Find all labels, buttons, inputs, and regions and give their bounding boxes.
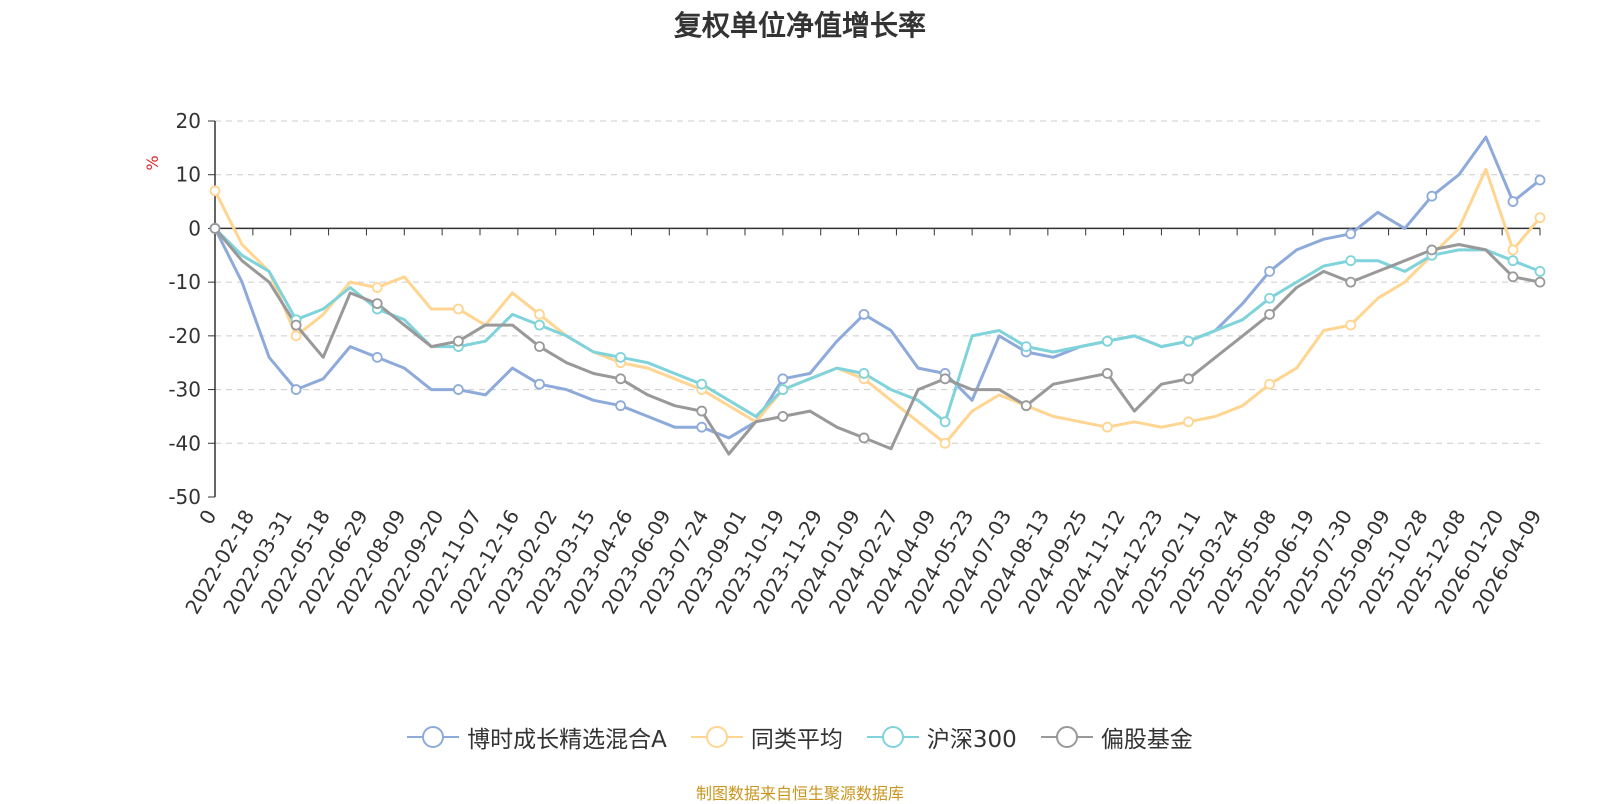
data-point-peer_avg[interactable] bbox=[452, 303, 464, 315]
data-point-csi300[interactable] bbox=[858, 368, 870, 379]
y-axis-label: % bbox=[143, 155, 162, 170]
y-tick-label: 20 bbox=[176, 109, 201, 133]
data-point-peer_avg[interactable] bbox=[209, 185, 221, 197]
data-point-csi300[interactable] bbox=[534, 319, 545, 331]
legend-item-csi300[interactable]: 沪深300 bbox=[866, 720, 1017, 754]
legend-label-equity-fund: 偏股基金 bbox=[1100, 727, 1193, 753]
data-point-peer_avg[interactable] bbox=[1507, 244, 1519, 256]
legend-label-fund: 博时成长精选混合A bbox=[467, 727, 667, 753]
data-point-fund[interactable] bbox=[696, 421, 708, 433]
data-point-peer_avg[interactable] bbox=[1534, 212, 1546, 224]
data-point-equity_fund[interactable] bbox=[615, 373, 627, 385]
y-tick-label: -30 bbox=[168, 378, 201, 402]
series-line-csi300 bbox=[213, 227, 1541, 424]
series-line-equity_fund bbox=[213, 227, 1541, 456]
legend-item-fund[interactable]: 博时成长精选混合A bbox=[407, 720, 667, 754]
data-point-peer_avg[interactable] bbox=[939, 437, 951, 449]
data-point-csi300[interactable] bbox=[1020, 341, 1032, 353]
data-point-equity_fund[interactable] bbox=[939, 373, 951, 385]
legend-item-equity-fund[interactable]: 偏股基金 bbox=[1040, 720, 1193, 754]
legend-item-peer-average[interactable]: 同类平均 bbox=[690, 720, 843, 754]
data-point-equity_fund[interactable] bbox=[209, 223, 221, 234]
data-point-fund[interactable] bbox=[615, 400, 627, 412]
y-tick-label: -40 bbox=[168, 431, 201, 455]
data-point-peer_avg[interactable] bbox=[1183, 416, 1194, 428]
data-point-fund[interactable] bbox=[1264, 265, 1275, 277]
series-line-peer_avg bbox=[213, 167, 1542, 445]
data-point-fund[interactable] bbox=[1507, 196, 1519, 207]
grid-lines bbox=[215, 120, 1540, 444]
legend-marker-fund bbox=[407, 726, 460, 748]
data-point-equity_fund[interactable] bbox=[1264, 308, 1275, 320]
data-point-equity_fund[interactable] bbox=[1020, 400, 1032, 412]
data-point-fund[interactable] bbox=[1534, 174, 1546, 186]
series-markers bbox=[209, 174, 1546, 449]
data-point-csi300[interactable] bbox=[696, 378, 708, 390]
data-point-equity_fund[interactable] bbox=[696, 405, 708, 417]
data-point-csi300[interactable] bbox=[615, 351, 627, 363]
data-point-equity_fund[interactable] bbox=[290, 319, 302, 331]
data-point-peer_avg[interactable] bbox=[1264, 378, 1275, 390]
legend-marker-csi300 bbox=[866, 726, 919, 748]
axes bbox=[208, 120, 1541, 498]
data-point-equity_fund[interactable] bbox=[452, 335, 464, 347]
data-point-csi300[interactable] bbox=[1507, 255, 1519, 267]
series-line-fund bbox=[213, 135, 1541, 440]
tick-labels: 20100-10-20-30-40-50%02022-02-182022-03-… bbox=[143, 109, 1546, 618]
data-point-fund[interactable] bbox=[452, 384, 464, 395]
data-point-csi300[interactable] bbox=[939, 416, 951, 428]
data-point-equity_fund[interactable] bbox=[1534, 276, 1546, 288]
y-tick-label: 0 bbox=[188, 216, 201, 240]
y-tick-label: 10 bbox=[176, 163, 201, 187]
data-point-equity_fund[interactable] bbox=[777, 411, 789, 422]
y-tick-label: -20 bbox=[168, 324, 201, 348]
legend: 博时成长精选混合A 同类平均 沪深300 偏股基金 bbox=[0, 720, 1600, 754]
data-point-fund[interactable] bbox=[1345, 228, 1357, 240]
data-point-csi300[interactable] bbox=[1345, 255, 1357, 267]
data-point-csi300[interactable] bbox=[1183, 335, 1194, 347]
data-point-csi300[interactable] bbox=[1534, 265, 1546, 277]
data-point-peer_avg[interactable] bbox=[1101, 421, 1113, 433]
data-point-peer_avg[interactable] bbox=[534, 308, 545, 320]
legend-label-csi300: 沪深300 bbox=[926, 727, 1017, 753]
data-point-equity_fund[interactable] bbox=[858, 432, 870, 444]
line-chart: 20100-10-20-30-40-50%02022-02-182022-03-… bbox=[143, 109, 1546, 618]
legend-marker-equity-fund bbox=[1040, 726, 1093, 748]
chart-title: 复权单位净值增长率 bbox=[673, 9, 926, 42]
data-point-equity_fund[interactable] bbox=[1183, 373, 1194, 385]
data-point-equity_fund[interactable] bbox=[371, 298, 383, 310]
data-point-equity_fund[interactable] bbox=[1426, 244, 1438, 256]
data-point-peer_avg[interactable] bbox=[1345, 319, 1357, 331]
data-point-equity_fund[interactable] bbox=[534, 341, 545, 353]
source-note: 制图数据来自恒生聚源数据库 bbox=[695, 784, 904, 803]
y-tick-label: -10 bbox=[168, 270, 201, 294]
data-point-csi300[interactable] bbox=[1101, 335, 1113, 347]
series-lines bbox=[213, 135, 1542, 456]
data-point-fund[interactable] bbox=[858, 308, 870, 320]
data-point-csi300[interactable] bbox=[777, 384, 789, 395]
data-point-fund[interactable] bbox=[371, 351, 383, 363]
data-point-fund[interactable] bbox=[290, 384, 302, 395]
legend-label-peer-average: 同类平均 bbox=[750, 727, 843, 753]
data-point-fund[interactable] bbox=[777, 373, 789, 385]
data-point-peer_avg[interactable] bbox=[371, 282, 383, 293]
data-point-equity_fund[interactable] bbox=[1507, 271, 1519, 283]
data-point-fund[interactable] bbox=[534, 378, 545, 390]
y-tick-label: -50 bbox=[168, 485, 201, 509]
data-point-peer_avg[interactable] bbox=[290, 330, 302, 342]
legend-marker-peer-average bbox=[690, 726, 743, 748]
data-point-equity_fund[interactable] bbox=[1101, 368, 1113, 379]
data-point-equity_fund[interactable] bbox=[1345, 276, 1357, 288]
data-point-csi300[interactable] bbox=[1264, 292, 1275, 304]
x-tick-label: 0 bbox=[194, 506, 221, 529]
data-point-fund[interactable] bbox=[1426, 190, 1438, 202]
